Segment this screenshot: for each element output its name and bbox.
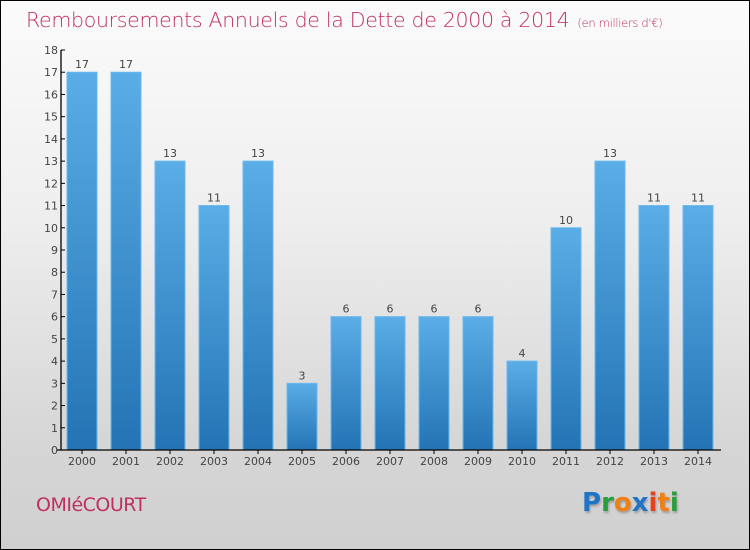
value-label-2009: 6 <box>475 303 482 316</box>
y-tick-label-1: 1 <box>51 422 58 435</box>
x-tick-label-2006: 2006 <box>332 455 360 468</box>
x-tick-label-2003: 2003 <box>200 455 228 468</box>
y-tick-label-13: 13 <box>44 155 58 168</box>
x-tick-label-2004: 2004 <box>244 455 272 468</box>
x-tick-label-2005: 2005 <box>288 455 316 468</box>
bar-2004 <box>242 160 274 451</box>
x-tick-label-2013: 2013 <box>640 455 668 468</box>
logo-letter: t <box>657 488 670 518</box>
value-label-2012: 13 <box>603 147 617 160</box>
y-tick-label-18: 18 <box>44 44 58 57</box>
y-tick-label-9: 9 <box>51 244 58 257</box>
value-label-2005: 3 <box>299 369 306 382</box>
x-tick-label-2008: 2008 <box>420 455 448 468</box>
bar-2011 <box>550 227 582 451</box>
bar-2012 <box>594 160 626 451</box>
chart-title: Remboursements Annuels de la Dette de 20… <box>26 8 663 32</box>
logo-letter: i <box>669 488 679 518</box>
x-tick-label-2014: 2014 <box>684 455 712 468</box>
bar-2001 <box>110 71 142 451</box>
x-tick-label-2011: 2011 <box>552 455 580 468</box>
x-tick-label-2010: 2010 <box>508 455 536 468</box>
value-label-2013: 11 <box>647 192 661 205</box>
y-tick-label-17: 17 <box>44 66 58 79</box>
bar-2000 <box>66 71 98 451</box>
proxiti-logo[interactable]: Proxiti <box>582 488 679 518</box>
y-tick-label-2: 2 <box>51 400 58 413</box>
value-label-2000: 17 <box>75 58 89 71</box>
x-tick-label-2000: 2000 <box>68 455 96 468</box>
value-label-2006: 6 <box>343 303 350 316</box>
chart-unit: (en milliers d'€) <box>577 16 663 30</box>
bar-2005 <box>286 382 318 451</box>
x-tick-label-2001: 2001 <box>112 455 140 468</box>
bar-2003 <box>198 205 230 451</box>
logo-letter: i <box>648 488 658 518</box>
bars-group: 17 17 13 11 13 3 6 6 6 6 4 10 13 11 11 <box>66 58 714 451</box>
x-tick-label-2009: 2009 <box>464 455 492 468</box>
commune-name: OMIéCOURT <box>36 494 146 516</box>
axes-group: 2000 2001 2002 2003 2004 2005 2006 2007 2008 2009… <box>44 44 721 468</box>
bar-2002 <box>154 160 186 451</box>
bar-2008 <box>418 316 450 451</box>
value-label-2007: 6 <box>387 303 394 316</box>
y-tick-label-14: 14 <box>44 133 58 146</box>
bar-2013 <box>638 205 670 451</box>
y-tick-label-6: 6 <box>51 311 58 324</box>
value-label-2004: 13 <box>251 147 265 160</box>
logo-letter: r <box>601 488 614 518</box>
y-tick-label-4: 4 <box>51 355 58 368</box>
y-tick-label-7: 7 <box>51 288 58 301</box>
bar-2007 <box>374 316 406 451</box>
x-tick-label-2002: 2002 <box>156 455 184 468</box>
y-tick-label-10: 10 <box>44 222 58 235</box>
bar-2006 <box>330 316 362 451</box>
y-tick-label-16: 16 <box>44 88 58 101</box>
value-label-2001: 17 <box>119 58 133 71</box>
chart-title-text: Remboursements Annuels de la Dette de 20… <box>26 8 570 32</box>
y-tick-label-3: 3 <box>51 377 58 390</box>
value-label-2003: 11 <box>207 192 221 205</box>
y-tick-label-12: 12 <box>44 177 58 190</box>
y-tick-label-15: 15 <box>44 111 58 124</box>
bar-2009 <box>462 316 494 451</box>
y-tick-label-11: 11 <box>44 200 58 213</box>
value-label-2002: 13 <box>163 147 177 160</box>
x-tick-label-2012: 2012 <box>596 455 624 468</box>
value-label-2008: 6 <box>431 303 438 316</box>
logo-letter: P <box>582 488 602 518</box>
value-label-2014: 11 <box>691 192 705 205</box>
bar-2010 <box>506 360 538 451</box>
logo-letter: x <box>631 488 649 518</box>
logo-letter: o <box>613 488 632 518</box>
y-tick-label-0: 0 <box>51 444 58 457</box>
y-tick-label-8: 8 <box>51 266 58 279</box>
bar-2014 <box>682 205 714 451</box>
value-label-2011: 10 <box>559 214 573 227</box>
value-label-2010: 4 <box>519 347 526 360</box>
y-tick-label-5: 5 <box>51 333 58 346</box>
x-tick-label-2007: 2007 <box>376 455 404 468</box>
